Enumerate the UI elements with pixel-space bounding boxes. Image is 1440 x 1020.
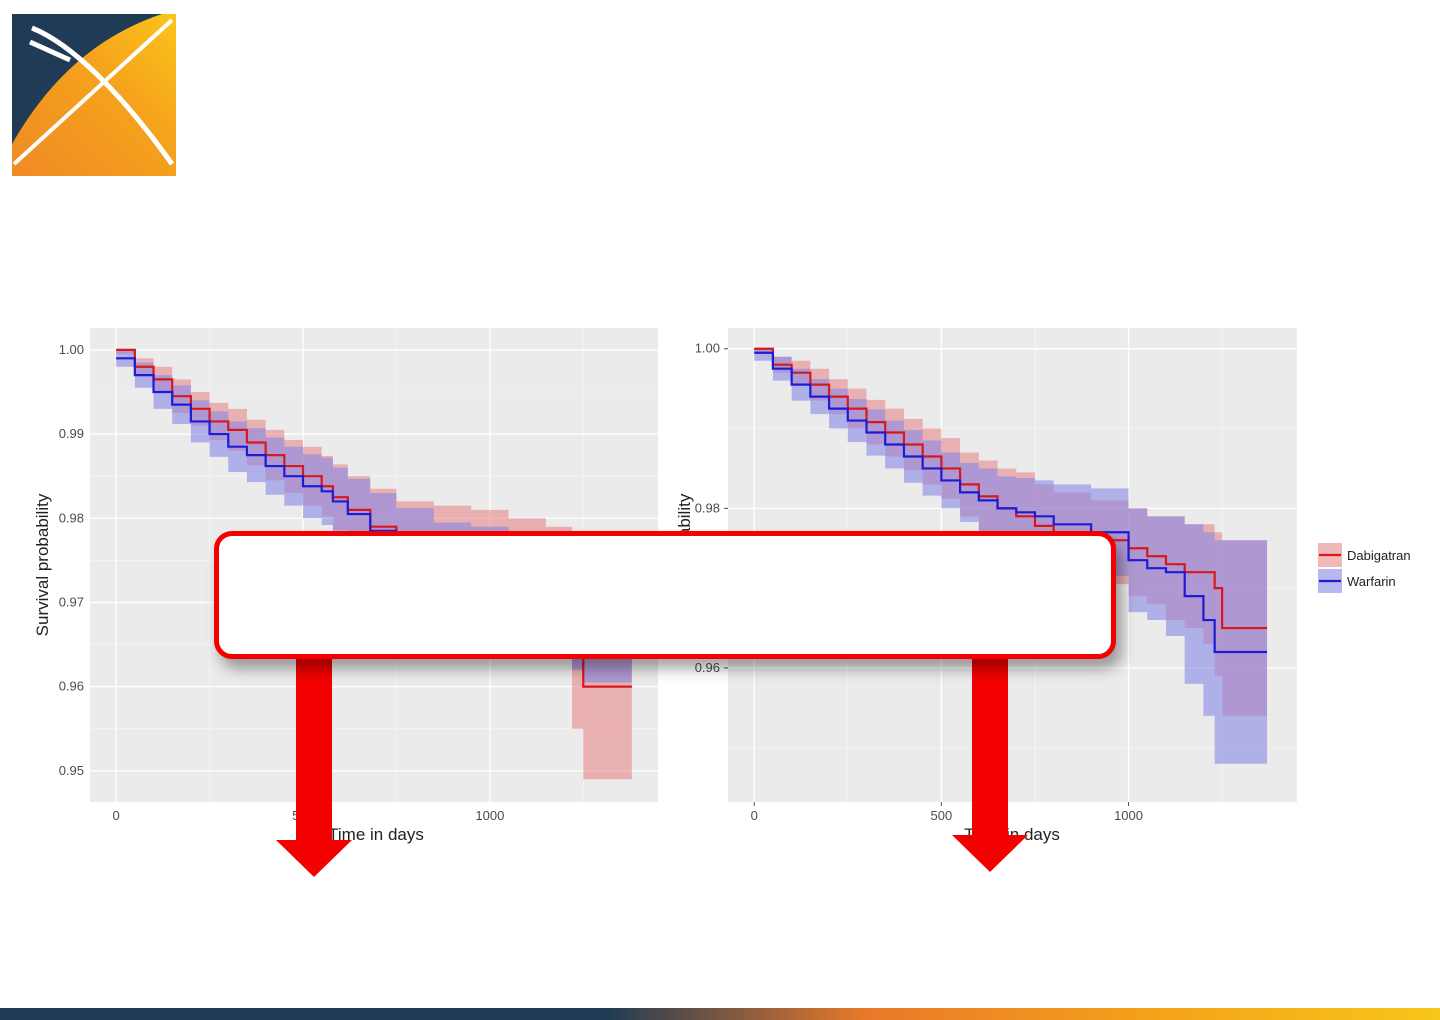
y-tick-label: 0.95 — [59, 763, 84, 778]
y-axis-title: Survival probability — [33, 493, 52, 636]
x-tick-label: 0 — [113, 808, 120, 823]
down-arrow-right-icon — [952, 640, 1028, 872]
x-tick-label: 0 — [751, 808, 758, 823]
logo — [12, 14, 176, 176]
confidence-band-warfarin — [754, 348, 1268, 764]
survival-curve-warfarin — [754, 351, 1268, 654]
y-tick-label: 0.96 — [59, 679, 84, 694]
x-axis-title: Time in days — [328, 825, 424, 844]
legend-label-dabigatran: Dabigatran — [1347, 548, 1411, 563]
y-tick-label: 1.00 — [59, 342, 84, 357]
y-tick-label: 0.99 — [59, 426, 84, 441]
legend-label-warfarin: Warfarin — [1347, 574, 1396, 589]
x-tick-label: 1000 — [1114, 808, 1143, 823]
x-tick-label: 500 — [931, 808, 953, 823]
x-tick-label: 1000 — [475, 808, 504, 823]
y-tick-label: 1.00 — [695, 341, 720, 356]
y-tick-label: 0.98 — [59, 510, 84, 525]
callout-box — [214, 531, 1116, 659]
down-arrow-left-icon — [276, 640, 352, 877]
y-tick-label: 0.96 — [695, 660, 720, 675]
footer-gradient-bar — [0, 1008, 1440, 1020]
y-tick-label: 0.97 — [59, 594, 84, 609]
y-tick-label: 0.98 — [695, 500, 720, 515]
